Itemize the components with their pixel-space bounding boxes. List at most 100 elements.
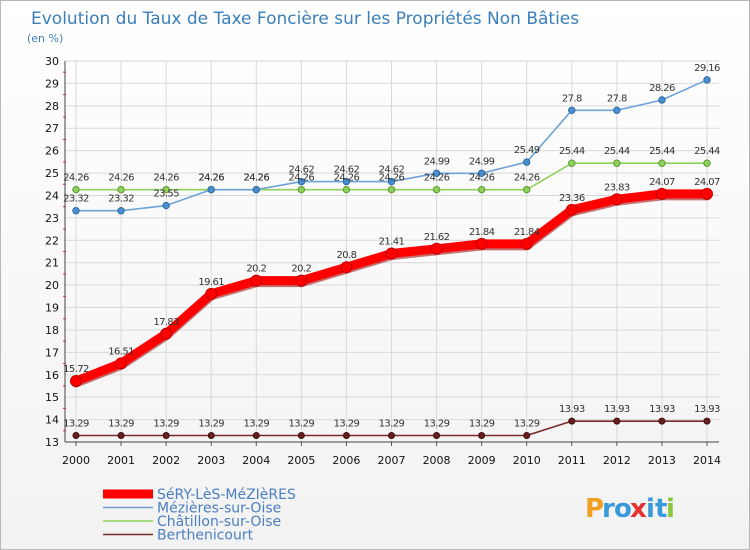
data-label: 25.49 <box>514 145 540 156</box>
data-label: 24.26 <box>243 173 269 184</box>
y-tick-label: 15 <box>45 391 59 404</box>
series-0-point <box>70 375 82 388</box>
x-tick-label: 2013 <box>648 454 676 467</box>
brand-logo: Pr ox i ti <box>585 494 675 524</box>
series-1-point <box>703 76 711 84</box>
data-label: 19.61 <box>198 277 224 288</box>
y-tick-label: 26 <box>45 145 59 158</box>
series-3-point <box>342 432 350 440</box>
data-label: 28.26 <box>649 83 675 94</box>
series-3-point <box>658 417 666 425</box>
series-1-point <box>207 185 215 194</box>
data-label: 15.72 <box>63 364 89 375</box>
data-label: 23.32 <box>108 194 134 205</box>
series-2-point <box>658 159 666 167</box>
data-label: 20.2 <box>246 264 266 275</box>
data-labels-layer: 15.72 16.51 17.83 19.61 20.2 20.2 20.8 21.41 21.… <box>63 63 720 430</box>
data-label: 13.29 <box>198 419 224 430</box>
y-tick-label: 27 <box>45 122 59 135</box>
y-tick-label: 22 <box>45 234 59 247</box>
data-label: 13.93 <box>694 404 720 415</box>
legend-label-1: Mézières-sur-Oise <box>157 501 281 517</box>
series-2-point <box>477 185 486 194</box>
x-tick-label: 2011 <box>558 454 586 467</box>
data-label: 20.8 <box>336 250 356 261</box>
series-2-point <box>703 159 711 167</box>
series-0-point <box>385 247 398 260</box>
series-3-point <box>478 432 486 440</box>
data-label: 29.16 <box>694 63 720 74</box>
y-tick-label: 25 <box>45 167 59 180</box>
series-2-point <box>162 185 170 194</box>
series-2-point <box>387 185 396 194</box>
brand-letter: i <box>666 494 675 524</box>
series-3-point <box>703 417 711 425</box>
axes <box>63 61 719 446</box>
x-tick-labels: 2000 2001 2002 2003 2004 2005 2006 2007 2008 2009… <box>62 454 721 467</box>
series-2-point <box>523 185 531 194</box>
data-label: 24.26 <box>198 173 224 184</box>
data-label: 23.36 <box>559 193 585 204</box>
series-3-point <box>613 417 621 425</box>
y-tick-label: 14 <box>45 414 59 427</box>
data-label: 24.26 <box>469 173 495 184</box>
y-tick-label: 19 <box>45 302 59 315</box>
data-label: 21.84 <box>469 227 495 238</box>
chart-title: Evolution du Taux de Taxe Foncière sur l… <box>31 9 579 29</box>
data-label: 13.29 <box>108 419 134 430</box>
x-tick-label: 2012 <box>603 454 631 467</box>
data-label: 16.51 <box>108 346 134 357</box>
data-label: 24.26 <box>153 173 179 184</box>
data-label: 21.41 <box>379 237 405 248</box>
legend-label-3: Berthenicourt <box>157 528 254 544</box>
data-label: 25.44 <box>649 146 675 157</box>
series-2-point <box>342 185 351 194</box>
y-tick-label: 20 <box>45 279 59 292</box>
y-tick-label: 16 <box>45 369 59 382</box>
x-tick-label: 2008 <box>423 454 451 467</box>
y-tick-labels: 13 14 15 16 17 18 19 20 21 22 23 24 25 26 27 28 29 30 <box>45 55 59 449</box>
series-1-point <box>523 158 531 166</box>
y-tick-label: 23 <box>45 212 59 225</box>
series-0-point <box>701 187 713 200</box>
chart-subtitle: (en %) <box>27 32 63 45</box>
data-label: 24.62 <box>334 165 360 176</box>
x-tick-label: 2007 <box>378 454 406 467</box>
data-label: 24.99 <box>424 156 450 167</box>
x-tick-label: 2004 <box>242 454 270 467</box>
y-tick-label: 13 <box>45 436 59 449</box>
data-label: 13.29 <box>243 419 269 430</box>
data-label: 24.07 <box>694 177 720 188</box>
data-label: 23.83 <box>604 182 630 193</box>
x-tick-label: 2006 <box>332 454 360 467</box>
legend-label-0: SéRY-LèS-MéZIèRES <box>157 487 296 503</box>
data-label: 24.26 <box>424 173 450 184</box>
series-0-point <box>115 357 128 370</box>
series-3-point <box>162 432 170 440</box>
data-label: 13.29 <box>289 419 315 430</box>
series-0-point <box>610 193 623 206</box>
data-label: 24.26 <box>514 173 540 184</box>
brand-letter: P <box>585 494 604 524</box>
series-1-point <box>342 177 351 186</box>
series-1-point <box>568 106 576 115</box>
series-0-point <box>475 237 488 250</box>
y-tick-label: 18 <box>45 324 59 337</box>
x-tick-label: 2005 <box>287 454 315 467</box>
data-label: 23.55 <box>153 189 179 200</box>
series-1-point <box>117 207 125 215</box>
data-label: 24.99 <box>469 156 495 167</box>
series-1-point <box>477 169 486 177</box>
series-2-point <box>117 185 125 194</box>
series-1-point <box>162 201 170 210</box>
series-1-point <box>658 96 666 104</box>
x-tick-label: 2001 <box>107 454 135 467</box>
data-label: 24.26 <box>334 173 360 184</box>
x-tick-label: 2010 <box>513 454 541 467</box>
data-label: 13.29 <box>379 419 405 430</box>
brand-letter: o <box>614 494 632 524</box>
y-tick-label: 21 <box>45 257 59 270</box>
series-1-point <box>387 177 396 186</box>
x-tick-label: 2009 <box>468 454 496 467</box>
series-3-point <box>252 432 260 440</box>
